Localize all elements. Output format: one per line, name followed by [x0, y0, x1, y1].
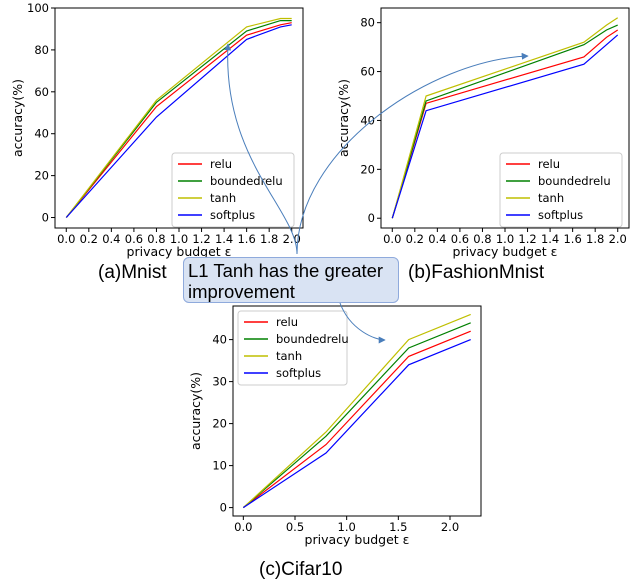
series-line-tanh: [65, 17, 292, 218]
x-tick-label: 0.0: [57, 232, 75, 246]
y-tick-label: 40: [360, 113, 375, 127]
legend-label-boundedrelu: boundedrelu: [210, 174, 283, 188]
x-tick-label: 1.0: [170, 232, 188, 246]
y-tick-label: 0: [42, 211, 49, 225]
x-tick-label: 0.6: [125, 232, 143, 246]
x-tick-label: 0.8: [147, 232, 165, 246]
legend-box: [171, 152, 295, 228]
arrow-to-fashionmnist: [296, 52, 529, 255]
x-tick-label: 1.8: [260, 232, 278, 246]
x-tick-label: 0.2: [80, 232, 98, 246]
annotation-callout: L1 Tanh has the greater improvement: [183, 257, 399, 303]
x-tick-label: 1.4: [541, 232, 559, 246]
x-tick-label: 0.8: [473, 232, 491, 246]
y-tick-label: 60: [34, 85, 49, 99]
y-tick-label: 10: [212, 459, 227, 473]
x-axis-label: privacy budget ε: [453, 244, 558, 259]
y-tick-label: 0: [220, 501, 227, 515]
x-tick-label: 1.4: [215, 232, 233, 246]
arrow-to-cifar10: [339, 302, 386, 344]
x-tick-label: 1.6: [237, 232, 255, 246]
legend-label-softplus: softplus: [276, 366, 321, 380]
series-line-softplus: [242, 339, 471, 509]
legend-label-softplus: softplus: [210, 208, 255, 222]
x-tick-label: 1.5: [389, 520, 407, 534]
series-line-boundedrelu: [242, 322, 471, 509]
legend-label-softplus: softplus: [538, 208, 583, 222]
y-axis-label: accuracy(%): [188, 372, 203, 450]
y-tick-label: 20: [34, 169, 49, 183]
x-tick-label: 0.6: [451, 232, 469, 246]
caption-fashionmnist: (b)FashionMnist: [408, 262, 545, 283]
y-tick-label: 20: [360, 162, 375, 176]
legend-label-relu: relu: [538, 157, 560, 171]
series-line-tanh: [391, 17, 619, 219]
x-tick-label: 0.2: [406, 232, 424, 246]
x-tick-label: 0.4: [102, 232, 120, 246]
series-line-tanh: [242, 313, 471, 509]
y-tick-label: 100: [27, 1, 49, 15]
x-axis-label: privacy budget ε: [127, 244, 232, 259]
y-axis-label: accuracy(%): [336, 79, 351, 157]
x-tick-label: 0.5: [286, 520, 304, 534]
legend-label-tanh: tanh: [210, 191, 236, 205]
legend-label-relu: relu: [276, 315, 298, 329]
legend-label-tanh: tanh: [276, 349, 302, 363]
x-axis-label: privacy budget ε: [305, 532, 410, 547]
caption-cifar10: (c)Cifar10: [259, 559, 343, 580]
arrow-to-mnist: [224, 43, 298, 255]
x-tick-label: 1.2: [518, 232, 536, 246]
legend-box: [237, 310, 348, 386]
series-line-softplus: [391, 34, 619, 219]
series-line-relu: [242, 330, 471, 509]
y-tick-label: 30: [212, 375, 227, 389]
series-line-softplus: [65, 24, 292, 218]
x-tick-label: 0.0: [383, 232, 401, 246]
y-tick-label: 80: [360, 16, 375, 30]
legend-label-boundedrelu: boundedrelu: [538, 174, 611, 188]
chart-fashionmnist: 0.0 0.2 0.4 0.6 0.8 1.0 1.2 1.4 1.6 1.8 2.0 0 20 40 60…: [336, 7, 630, 259]
x-tick-label: 1.8: [586, 232, 604, 246]
chart-mnist: 0.0 0.2 0.4 0.6 0.8 1.0 1.2 1.4 1.6 1.8 2.0 0 20 40 60…: [10, 1, 304, 259]
y-tick-label: 0: [368, 211, 375, 225]
chart-cifar10: 0.0 0.5 1.0 1.5 2.0 0 10 20 30 40 privacy budget ε…: [188, 305, 482, 547]
series-line-boundedrelu: [65, 20, 292, 218]
y-tick-label: 60: [360, 65, 375, 79]
x-tick-label: 1.0: [338, 520, 356, 534]
legend-label-boundedrelu: boundedrelu: [276, 332, 349, 346]
series-line-boundedrelu: [391, 24, 618, 219]
x-tick-label: 1.6: [563, 232, 581, 246]
x-tick-label: 2.0: [609, 232, 627, 246]
legend-box: [499, 152, 623, 228]
series-line-relu: [65, 22, 292, 218]
x-tick-label: 1.0: [496, 232, 514, 246]
x-tick-label: 2.0: [283, 232, 301, 246]
x-tick-label: 0.0: [234, 520, 252, 534]
y-axis-label: accuracy(%): [10, 79, 25, 157]
legend-label-relu: relu: [210, 157, 232, 171]
y-tick-label: 40: [212, 333, 227, 347]
plot-frame: [232, 305, 482, 517]
x-tick-label: 0.4: [428, 232, 446, 246]
x-tick-label: 1.2: [192, 232, 210, 246]
caption-mnist: (a)Mnist: [98, 262, 167, 283]
y-tick-label: 80: [34, 43, 49, 57]
x-tick-label: 2.0: [441, 520, 459, 534]
y-tick-label: 40: [34, 127, 49, 141]
legend-label-tanh: tanh: [538, 191, 564, 205]
y-tick-label: 20: [212, 417, 227, 431]
